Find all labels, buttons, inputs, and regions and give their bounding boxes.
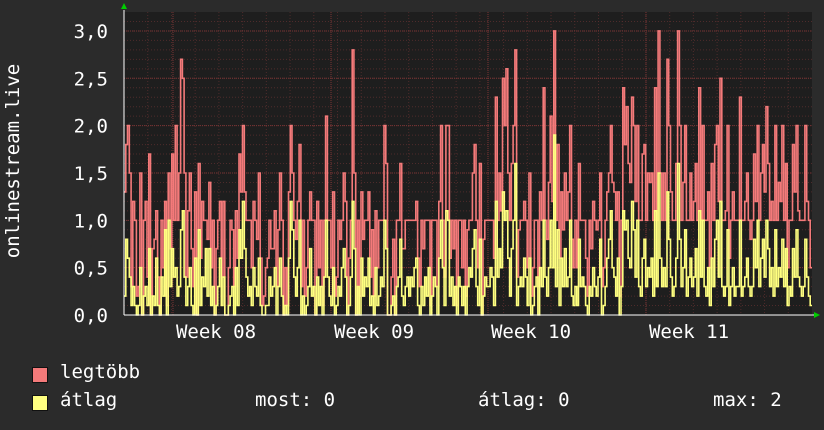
x-tick-label: Week 11: [649, 321, 729, 343]
x-tick-label: Week 08: [176, 321, 256, 343]
x-tick-label: Week 10: [491, 321, 571, 343]
x-tick-label: Week 09: [334, 321, 414, 343]
x-axis-arrow-icon: [814, 312, 820, 318]
y-tick-label: 2,5: [74, 68, 108, 90]
y-tick-label: 1,5: [74, 163, 108, 185]
y-tick-label: 1,0: [74, 210, 108, 232]
y-tick-label: 0,0: [74, 305, 108, 327]
y-axis-arrow-icon: [121, 3, 127, 9]
y-tick-label: 3,0: [74, 21, 108, 43]
y-tick-label: 2,0: [74, 116, 108, 138]
series-line-atlag: [124, 134, 812, 316]
y-tick-label: 0,5: [74, 258, 108, 280]
